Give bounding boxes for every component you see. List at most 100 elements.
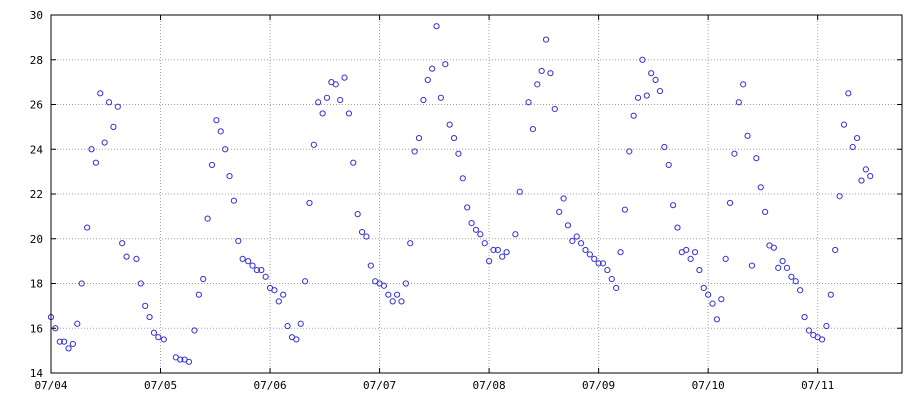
y-tick-label: 18: [30, 278, 43, 291]
data-point: [150, 329, 158, 336]
data-point: [200, 275, 207, 283]
data-point: [442, 61, 449, 68]
data-point: [464, 204, 471, 211]
data-point: [862, 166, 869, 173]
data-point: [525, 99, 532, 106]
data-point: [398, 298, 405, 305]
data-point: [468, 219, 475, 227]
data-point: [142, 302, 149, 309]
x-tick-label: 07/06: [253, 379, 286, 392]
data-point: [433, 23, 440, 30]
data-point: [92, 159, 100, 166]
data-point: [341, 74, 348, 81]
y-tick-label: 30: [30, 9, 43, 22]
data-points: [47, 23, 874, 365]
data-point: [446, 121, 453, 128]
data-point: [709, 300, 716, 307]
data-point: [69, 340, 77, 348]
data-point: [301, 278, 309, 285]
data-point: [687, 255, 694, 262]
y-axis-labels: 14 16 18 20 22 24 26 28 30: [30, 9, 44, 380]
data-point: [155, 334, 162, 341]
x-tick-label: 07/11: [801, 379, 834, 392]
data-point: [726, 199, 734, 207]
data-point: [74, 320, 81, 327]
data-point: [137, 280, 144, 287]
data-point: [757, 184, 764, 191]
y-tick-label: 26: [30, 99, 43, 112]
data-point: [385, 291, 392, 298]
data-point: [696, 266, 703, 274]
data-point: [114, 103, 121, 110]
data-point: [805, 327, 813, 334]
x-tick-label: 07/10: [692, 379, 725, 392]
data-point: [315, 99, 322, 106]
data-point: [556, 208, 563, 215]
data-point: [630, 112, 637, 119]
x-axis-labels: 07/04 07/05 07/06 07/07 07/08 07/09 07/10 07/11: [34, 379, 834, 392]
data-point: [389, 298, 396, 305]
data-point: [849, 143, 856, 151]
data-point: [643, 92, 650, 99]
data-point: [691, 249, 699, 256]
data-point: [705, 291, 712, 298]
data-point: [674, 224, 681, 231]
data-point: [529, 126, 537, 133]
data-point: [217, 128, 224, 135]
data-point: [78, 280, 85, 287]
data-point: [569, 237, 576, 245]
data-point: [61, 338, 68, 345]
data-point: [735, 99, 742, 106]
data-point: [226, 173, 233, 180]
x-tick-label: 07/04: [34, 379, 67, 392]
data-point: [740, 81, 747, 88]
data-point: [722, 255, 729, 262]
data-point: [867, 173, 874, 180]
data-point: [437, 94, 445, 101]
data-point: [639, 56, 646, 63]
data-point: [538, 67, 545, 75]
data-point: [253, 266, 261, 274]
y-tick-label: 14: [30, 367, 44, 380]
data-point: [845, 90, 852, 97]
data-point: [547, 70, 554, 77]
data-point: [245, 258, 252, 265]
data-point: [534, 81, 541, 88]
data-point: [731, 150, 738, 157]
data-point: [669, 202, 677, 209]
data-point: [718, 296, 725, 303]
data-point: [195, 291, 202, 298]
data-point: [420, 96, 427, 104]
data-point: [700, 284, 707, 292]
data-point: [499, 253, 506, 260]
data-point: [656, 87, 664, 95]
y-tick-label: 24: [30, 143, 44, 156]
data-point: [213, 117, 220, 124]
data-point: [577, 240, 585, 247]
data-point: [337, 96, 344, 104]
data-point: [88, 146, 95, 153]
data-point: [310, 141, 317, 148]
data-point: [146, 313, 153, 321]
data-point: [840, 121, 848, 128]
data-point: [744, 132, 751, 139]
data-point: [472, 226, 480, 233]
data-point: [608, 275, 615, 283]
data-point: [512, 231, 519, 238]
data-point: [450, 134, 458, 142]
data-point: [239, 255, 246, 262]
data-point: [393, 291, 401, 298]
data-point: [345, 110, 353, 117]
x-tick-label: 07/09: [582, 379, 615, 392]
data-point: [494, 246, 501, 254]
data-point: [271, 287, 278, 294]
data-point: [191, 327, 198, 334]
x-tick-label: 07/07: [363, 379, 396, 392]
data-point: [753, 155, 760, 162]
axis-ticks: [50, 14, 902, 374]
data-point: [293, 336, 300, 343]
data-point: [560, 195, 567, 202]
data-point: [783, 264, 791, 271]
data-point: [380, 282, 388, 289]
data-point: [177, 356, 184, 363]
